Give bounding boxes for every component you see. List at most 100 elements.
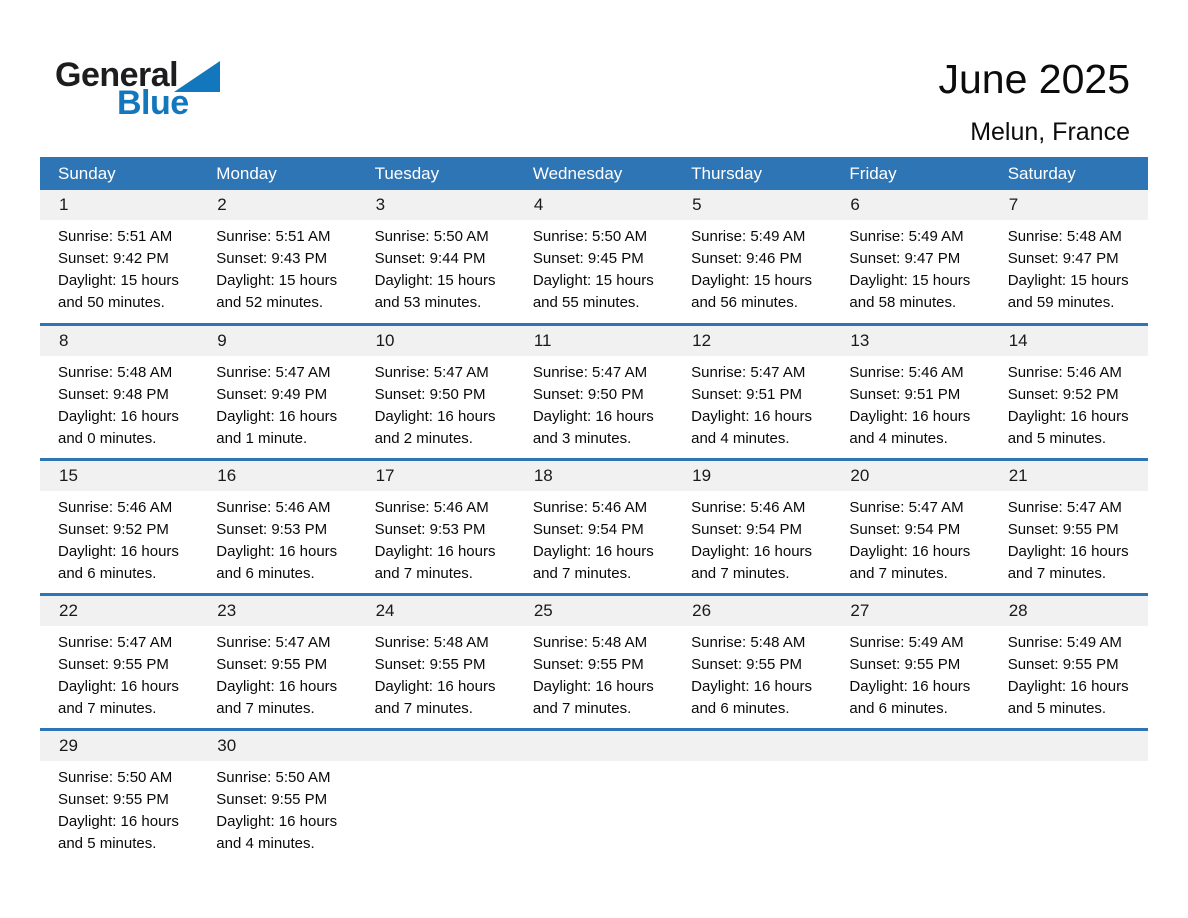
day-sunrise-text: Sunrise: 5:50 AM [532,228,648,245]
day-daylight-text: Daylight: 16 hours [216,543,338,560]
calendar: Sunday Monday Tuesday Wednesday Thursday… [40,157,1148,863]
day-sunset-text: Sunset: 9:55 PM [849,656,961,673]
day-sunrise-text: Sunrise: 5:46 AM [1007,364,1122,381]
day-daylight-text: and 52 minutes. [216,294,324,311]
day-cell: Sunrise: 5:48 AM Sunset: 9:48 PM Daylight:… [40,356,198,450]
empty-day-cell [515,761,673,855]
day-daylight-text: and 7 minutes. [532,565,632,582]
day-daylight-text: Daylight: 15 hours [691,272,813,289]
day-daylight-text: Daylight: 16 hours [58,408,179,425]
day-daylight-text: and 1 minute. [216,430,308,447]
weekday-header-friday: Friday [849,164,897,183]
day-number: 21 [1008,466,1028,485]
day-sunset-text: Sunset: 9:55 PM [216,791,328,808]
day-daylight-text: Daylight: 16 hours [216,678,338,695]
day-sunset-text: Sunset: 9:54 PM [691,521,803,538]
day-sunrise-text: Sunrise: 5:46 AM [532,499,648,516]
day-sunrise-text: Sunrise: 5:49 AM [691,228,806,245]
day-number: 30 [217,736,237,755]
day-cell: Sunrise: 5:49 AM Sunset: 9:47 PM Daylight:… [831,220,989,314]
day-sunset-text: Sunset: 9:55 PM [532,656,644,673]
week-row: 1 2 3 4 5 6 7 Sunrise: 5:51 AM Sunset: 9:42 PM Da… [40,190,1148,323]
day-daylight-text: and 7 minutes. [532,700,632,717]
day-sunrise-text: Sunrise: 5:46 AM [58,499,173,516]
day-number [515,731,673,761]
day-daylight-text: and 7 minutes. [374,700,473,717]
day-daylight-text: Daylight: 16 hours [58,543,179,560]
day-sunrise-text: Sunrise: 5:47 AM [691,364,806,381]
day-daylight-text: and 7 minutes. [216,700,315,717]
day-number: 4 [533,195,544,214]
day-cell: Sunrise: 5:47 AM Sunset: 9:49 PM Daylight:… [198,356,356,450]
day-daylight-text: and 3 minutes. [532,430,632,447]
weekday-header-sunday: Sunday [58,164,116,183]
weekday-header-thursday: Thursday [691,164,762,183]
day-number: 8 [59,331,69,350]
day-number: 2 [217,195,227,214]
day-details-row: Sunrise: 5:48 AM Sunset: 9:48 PM Daylight:… [40,356,1148,450]
day-sunset-text: Sunset: 9:49 PM [216,386,328,403]
day-number: 15 [59,466,78,485]
day-cell: Sunrise: 5:51 AM Sunset: 9:43 PM Daylight:… [198,220,356,314]
day-daylight-text: Daylight: 16 hours [532,408,654,425]
day-cell: Sunrise: 5:48 AM Sunset: 9:47 PM Daylight:… [990,220,1148,314]
day-daylight-text: Daylight: 16 hours [1007,543,1129,560]
day-daylight-text: and 7 minutes. [1007,565,1107,582]
day-cell: Sunrise: 5:46 AM Sunset: 9:54 PM Daylight:… [673,491,831,585]
day-sunrise-text: Sunrise: 5:48 AM [58,364,173,381]
day-sunset-text: Sunset: 9:50 PM [532,386,644,403]
day-daylight-text: and 5 minutes. [1007,430,1107,447]
day-number: 22 [59,601,78,620]
page-title: June 2025 [938,56,1130,102]
general-blue-logo: General Blue [55,56,221,123]
day-daylight-text: and 55 minutes. [532,294,640,311]
logo-text-blue: Blue [117,84,189,122]
day-daylight-text: and 4 minutes. [216,835,315,852]
day-daylight-text: Daylight: 16 hours [532,678,654,695]
day-daylight-text: and 7 minutes. [374,565,473,582]
day-number [673,731,831,761]
day-sunrise-text: Sunrise: 5:48 AM [374,634,489,651]
day-number: 19 [692,466,712,485]
day-cell: Sunrise: 5:51 AM Sunset: 9:42 PM Daylight:… [40,220,198,314]
day-number: 23 [217,601,237,620]
day-daylight-text: Daylight: 16 hours [58,813,179,830]
day-number-band: 8 9 10 11 12 13 14 [40,326,1148,356]
day-sunset-text: Sunset: 9:55 PM [58,656,169,673]
day-sunset-text: Sunset: 9:48 PM [58,386,169,403]
weekday-header-monday: Monday [216,164,277,183]
day-sunrise-text: Sunrise: 5:46 AM [849,364,964,381]
day-daylight-text: and 6 minutes. [849,700,948,717]
day-details-row: Sunrise: 5:50 AM Sunset: 9:55 PM Daylight:… [40,761,1148,855]
empty-day-cell [673,761,831,855]
day-daylight-text: Daylight: 16 hours [216,813,338,830]
day-cell: Sunrise: 5:50 AM Sunset: 9:55 PM Daylight:… [198,761,356,855]
day-daylight-text: and 59 minutes. [1007,294,1115,311]
day-daylight-text: Daylight: 16 hours [691,543,813,560]
day-daylight-text: and 7 minutes. [58,700,157,717]
week-row: 22 23 24 25 26 27 28 Sunrise: 5:47 AM Sunset: 9:… [40,593,1148,728]
day-sunset-text: Sunset: 9:55 PM [216,656,328,673]
day-daylight-text: and 0 minutes. [58,430,157,447]
day-sunrise-text: Sunrise: 5:46 AM [691,499,806,516]
day-sunrise-text: Sunrise: 5:50 AM [374,228,489,245]
day-number [990,731,1148,761]
day-number: 28 [1008,601,1028,620]
day-sunrise-text: Sunrise: 5:51 AM [216,228,331,245]
calendar-weeks: 1 2 3 4 5 6 7 Sunrise: 5:51 AM Sunset: 9:42 PM Da… [40,190,1148,863]
day-sunset-text: Sunset: 9:51 PM [849,386,961,403]
day-sunset-text: Sunset: 9:50 PM [374,386,486,403]
day-cell: Sunrise: 5:49 AM Sunset: 9:46 PM Daylight:… [673,220,831,314]
day-sunset-text: Sunset: 9:55 PM [691,656,803,673]
day-number: 29 [59,736,78,755]
day-daylight-text: and 6 minutes. [58,565,157,582]
day-cell: Sunrise: 5:46 AM Sunset: 9:53 PM Daylight:… [198,491,356,585]
day-cell: Sunrise: 5:50 AM Sunset: 9:45 PM Daylight:… [515,220,673,314]
day-sunrise-text: Sunrise: 5:48 AM [691,634,806,651]
day-daylight-text: Daylight: 16 hours [374,408,496,425]
day-daylight-text: and 53 minutes. [374,294,482,311]
day-sunrise-text: Sunrise: 5:47 AM [849,499,964,516]
day-sunrise-text: Sunrise: 5:47 AM [216,364,331,381]
day-number-band: 1 2 3 4 5 6 7 [40,190,1148,220]
day-daylight-text: and 2 minutes. [374,430,473,447]
